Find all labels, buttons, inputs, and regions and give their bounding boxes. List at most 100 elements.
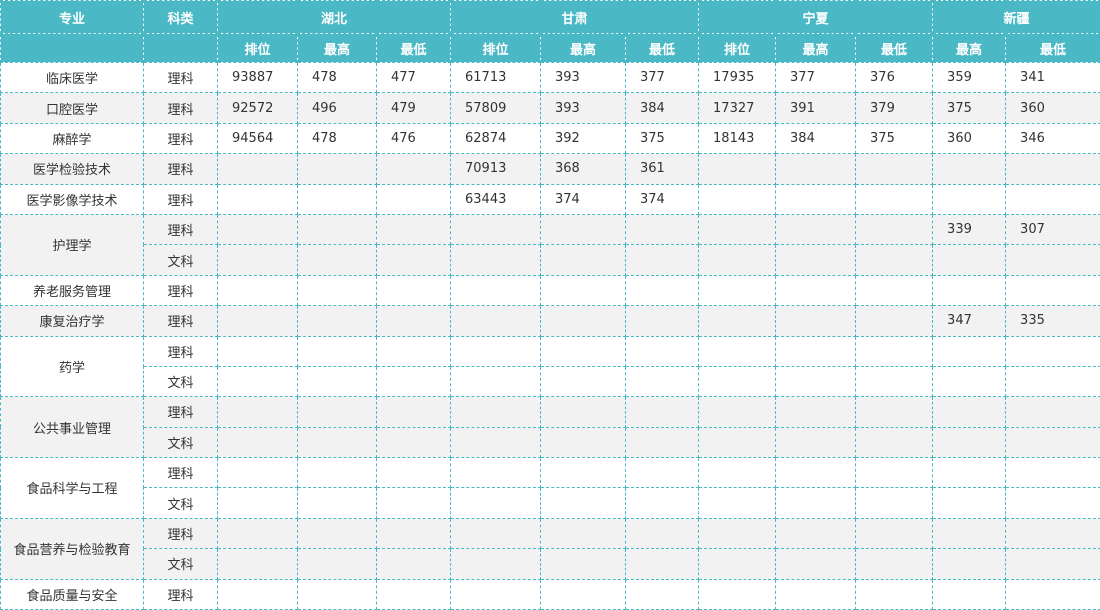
empty-cell xyxy=(625,517,700,550)
empty-cell xyxy=(297,548,377,580)
empty-cell xyxy=(698,426,777,459)
empty-cell xyxy=(625,244,700,276)
value-cell: 361 xyxy=(625,153,700,185)
value-cell: 479 xyxy=(375,92,452,124)
value-cell: 347 xyxy=(932,305,1007,337)
value-cell: 377 xyxy=(625,61,700,94)
empty-cell xyxy=(540,548,627,580)
empty-cell xyxy=(855,517,934,550)
value-cell: 360 xyxy=(1005,92,1100,124)
empty-cell xyxy=(217,183,298,215)
empty-cell xyxy=(375,274,452,307)
empty-cell xyxy=(375,183,452,215)
empty-cell xyxy=(297,487,377,519)
empty-cell xyxy=(775,213,857,246)
value-cell: 374 xyxy=(625,183,700,215)
empty-cell xyxy=(297,578,377,610)
group-header: 宁夏 xyxy=(698,0,934,34)
value-cell: 359 xyxy=(932,61,1007,94)
empty-cell xyxy=(855,396,934,428)
value-cell: 375 xyxy=(625,122,700,155)
column-header: 最高 xyxy=(540,33,627,63)
table-row: 食品营养与检验教育 理科 xyxy=(0,517,1100,580)
empty-cell xyxy=(855,305,934,337)
empty-cell xyxy=(297,365,377,398)
type-cell: 理科 xyxy=(143,274,218,307)
value-cell: 391 xyxy=(775,92,857,124)
table-row: 食品质量与安全 理科 xyxy=(0,578,1100,610)
empty-cell xyxy=(540,335,627,367)
value-cell: 393 xyxy=(540,92,627,124)
empty-cell xyxy=(540,426,627,459)
empty-cell xyxy=(540,517,627,550)
value-cell: 57809 xyxy=(450,92,542,124)
column-header: 最高 xyxy=(775,33,857,63)
empty-cell xyxy=(698,548,777,580)
empty-cell xyxy=(540,457,627,489)
empty-cell xyxy=(297,213,377,246)
column-header: 最低 xyxy=(625,33,700,63)
value-cell: 368 xyxy=(540,153,627,185)
empty-cell xyxy=(375,457,452,489)
empty-cell xyxy=(297,335,377,367)
table-row: 文科 xyxy=(1,426,1100,459)
empty-cell xyxy=(297,183,377,215)
empty-cell xyxy=(855,335,934,367)
empty-cell xyxy=(450,548,542,580)
empty-cell xyxy=(540,305,627,337)
major-cell: 口腔医学 xyxy=(0,92,144,124)
empty-cell xyxy=(625,274,700,307)
table-row: 食品科学与工程 理科 xyxy=(0,457,1100,519)
table-row: 康复治疗学 理科 347 335 xyxy=(0,305,1100,337)
table-row: 文科 xyxy=(1,244,1100,276)
empty-cell xyxy=(855,213,934,246)
type-cell: 理科 xyxy=(143,305,218,337)
type-cell: 理科 xyxy=(143,517,218,550)
empty-cell xyxy=(375,578,452,610)
table-row: 文科 xyxy=(1,487,1100,519)
empty-cell xyxy=(450,487,542,519)
empty-cell xyxy=(217,305,298,337)
empty-cell xyxy=(855,548,934,580)
major-cell: 临床医学 xyxy=(0,61,144,94)
table-row: 临床医学 理科 93887 478 477 61713 393 377 17935 377 376 3… xyxy=(0,61,1100,94)
empty-cell xyxy=(540,578,627,610)
value-cell: 379 xyxy=(855,92,934,124)
empty-cell xyxy=(1005,548,1100,580)
empty-cell xyxy=(855,426,934,459)
major-cell: 食品营养与检验教育 xyxy=(0,517,144,580)
empty-cell xyxy=(698,578,777,610)
empty-cell xyxy=(450,578,542,610)
table-row: 药学 理科 xyxy=(0,335,1100,398)
empty-cell xyxy=(775,183,857,215)
major-cell: 养老服务管理 xyxy=(0,274,144,307)
value-cell: 375 xyxy=(932,92,1007,124)
value-cell: 341 xyxy=(1005,61,1100,94)
value-cell: 477 xyxy=(375,61,452,94)
empty-cell xyxy=(698,244,777,276)
empty-cell xyxy=(775,244,857,276)
empty-cell xyxy=(775,487,857,519)
table-row: 麻醉学 理科 94564 478 476 62874 392 375 18143 384 375 36… xyxy=(0,122,1100,155)
empty-cell xyxy=(775,365,857,398)
empty-cell xyxy=(1005,426,1100,459)
empty-cell xyxy=(932,426,1007,459)
empty-cell xyxy=(932,396,1007,428)
value-cell: 374 xyxy=(540,183,627,215)
empty-cell xyxy=(450,517,542,550)
empty-cell xyxy=(375,153,452,185)
value-cell: 476 xyxy=(375,122,452,155)
empty-cell xyxy=(855,457,934,489)
value-cell: 93887 xyxy=(217,61,298,94)
empty-cell xyxy=(932,517,1007,550)
table-header: 专业 科类 湖北 甘肃 宁夏 新疆 排位 最高 最低 排位 最高 最低 排位 最高 最低 最高 最低 xyxy=(0,0,1100,63)
empty-cell xyxy=(217,153,298,185)
empty-cell xyxy=(698,213,777,246)
type-cell: 文科 xyxy=(143,365,218,398)
empty-cell xyxy=(450,335,542,367)
type-cell: 理科 xyxy=(143,335,218,367)
header-cell: 科类 xyxy=(143,0,218,34)
header-cell xyxy=(143,33,218,63)
table-row: 养老服务管理 理科 xyxy=(0,274,1100,307)
